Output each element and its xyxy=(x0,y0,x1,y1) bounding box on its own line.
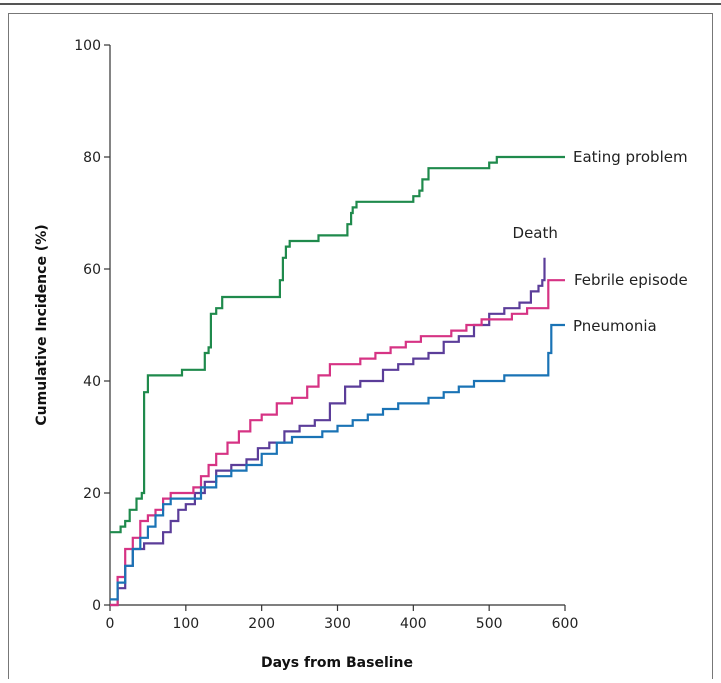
y-tick-label: 60 xyxy=(83,262,101,278)
series-line-pneumonia xyxy=(110,323,565,601)
x-tick-label: 100 xyxy=(172,616,199,632)
y-tick-label: 0 xyxy=(92,598,101,614)
series-labels: Eating problem Death Febrile episode Pneumo… xyxy=(513,148,688,335)
series-line-death xyxy=(110,257,546,607)
y-tick-label: 40 xyxy=(83,374,101,390)
x-tick-label: 200 xyxy=(248,616,275,632)
figure-frame xyxy=(8,13,713,683)
x-axis-title: Days from Baseline xyxy=(261,655,413,671)
y-tick-label: 80 xyxy=(83,150,101,166)
series-label-pneumonia: Pneumonia xyxy=(573,317,657,335)
y-tick-label: 100 xyxy=(74,38,101,54)
series-line-eating-problem xyxy=(110,155,565,534)
x-tick-label: 600 xyxy=(552,616,579,632)
y-ticks: 0 20 40 60 80 100 xyxy=(74,38,110,614)
y-axis-title: Cumulative Incidence (%) xyxy=(34,224,50,425)
series-layer xyxy=(110,155,565,607)
series-label-febrile-episode: Febrile episode xyxy=(574,271,688,289)
x-ticks: 0 100 200 300 400 500 600 xyxy=(106,605,579,632)
top-border xyxy=(0,3,721,5)
x-tick-label: 0 xyxy=(106,616,115,632)
series-line-febrile-episode xyxy=(110,279,565,607)
series-label-eating-problem: Eating problem xyxy=(573,148,688,166)
x-tick-label: 400 xyxy=(400,616,427,632)
x-tick-label: 500 xyxy=(476,616,503,632)
x-tick-label: 300 xyxy=(324,616,351,632)
y-tick-label: 20 xyxy=(83,486,101,502)
series-label-death: Death xyxy=(513,224,558,242)
